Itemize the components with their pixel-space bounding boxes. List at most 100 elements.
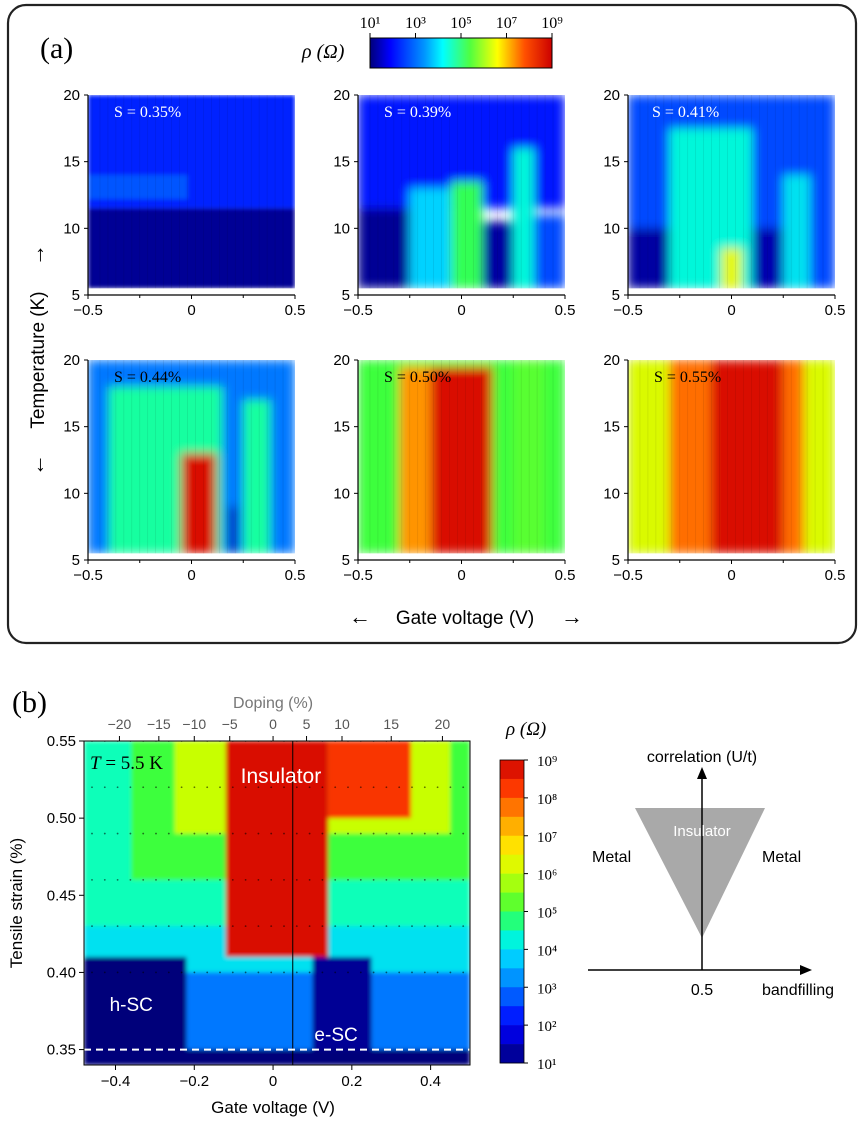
y-tick-label: 0.50 [47, 810, 76, 827]
grid-dot [423, 971, 426, 974]
grid-dot [334, 971, 337, 974]
x-tick-label: −0.4 [101, 1073, 131, 1090]
heatmap-regions [358, 360, 565, 554]
strain-label: S = 0.35% [114, 104, 181, 121]
grid-dot [270, 925, 273, 928]
grid-dot [436, 925, 439, 928]
grid-dot [321, 925, 324, 928]
heatmap-subplot-4: −0.5 0 0.5 5 10 15 20 S = 0.44% [63, 352, 305, 584]
colorbar-segment [500, 911, 524, 931]
heatmap-regions [628, 95, 835, 289]
grid-dot [295, 832, 298, 835]
grid-dot [155, 832, 157, 835]
top-tick-label: 10 [334, 716, 350, 732]
temperature-symbol: T [90, 753, 102, 774]
grid-dot [206, 878, 209, 881]
x-arrow-icon [800, 965, 812, 975]
grid-dot [436, 878, 439, 881]
grid-dot [359, 878, 362, 881]
grid-dot [257, 925, 260, 928]
grid-dot [359, 786, 362, 789]
grid-dot [219, 971, 221, 974]
grid-dot [359, 832, 362, 835]
y-tick-label: 10 [333, 485, 350, 502]
colorbar-segment [500, 1044, 524, 1064]
grid-dot [129, 925, 132, 928]
heatmap-region [628, 228, 670, 289]
heatmap-region [358, 208, 410, 289]
grid-dot [167, 832, 170, 835]
grid-dot [231, 971, 234, 974]
y-tick-label: 0.40 [47, 964, 76, 981]
grid-dot [462, 786, 465, 789]
grid-dot [129, 878, 132, 881]
grid-dot [206, 925, 209, 928]
grid-dot [167, 925, 170, 928]
heatmap-blur [358, 95, 565, 289]
strain-label: S = 0.44% [114, 369, 181, 386]
heatmap-blur [628, 95, 835, 289]
grid-dot [385, 786, 388, 789]
y-tick-label: 15 [63, 154, 80, 171]
temperature-value: = 5.5 K [101, 753, 164, 774]
grid-dot [462, 832, 465, 835]
phase-frame [83, 740, 471, 1066]
heatmap-region [513, 360, 545, 554]
colorbar-segment [500, 930, 524, 950]
grid-dot [359, 925, 362, 928]
grid-dot [91, 786, 93, 789]
phase-region [84, 1049, 470, 1065]
grid-dot [129, 786, 132, 789]
grid-dot [398, 786, 401, 789]
grid-dot [372, 971, 375, 974]
grid-dot [321, 971, 324, 974]
grid-dot [372, 786, 375, 789]
grid-dot [423, 786, 426, 789]
y-tick-label: 15 [333, 154, 350, 171]
grid-dot [206, 832, 209, 835]
grid-dot [193, 971, 196, 974]
colorbar-b-title: ρ (Ω) [505, 719, 546, 740]
heatmap-region [181, 453, 217, 554]
grid-dot [385, 971, 388, 974]
grid-dot [91, 878, 93, 881]
grid-dot [155, 786, 157, 789]
heatmap-region [88, 208, 295, 289]
x-tick-label: −0.5 [613, 302, 643, 319]
grid-dot [180, 971, 183, 974]
grid-dot [270, 878, 273, 881]
y-tick-label: 5 [612, 287, 620, 304]
schematic-y-label: correlation (U/t) [647, 749, 757, 766]
y-tick-label: 5 [342, 287, 350, 304]
grid-dot [103, 925, 106, 928]
grid-dot [398, 832, 401, 835]
grid-dot [129, 832, 132, 835]
grid-dot [283, 878, 285, 881]
x-tick-label: −0.5 [613, 567, 643, 584]
grid-dot [347, 878, 349, 881]
panel-a-ylabel: Temperature (K) [28, 291, 49, 428]
grid-dot [244, 925, 247, 928]
grid-dot [244, 878, 247, 881]
colorbar-tick-label: 10⁹ [541, 15, 563, 32]
colorbar-tick-label: 10³ [405, 15, 426, 32]
phase-top-xlabel: Doping (%) [233, 695, 313, 712]
heatmap-subplot-1: −0.5 0 0.5 5 10 15 20 S = 0.35% [63, 87, 305, 319]
y-tick-label: 15 [603, 419, 620, 436]
top-tick-label: 5 [303, 716, 311, 732]
x-tick-label: 0.5 [825, 302, 846, 319]
heatmap-region [533, 215, 565, 289]
grid-dot [142, 786, 145, 789]
top-tick-label: −15 [147, 716, 171, 732]
grid-dot [359, 971, 362, 974]
panel-a-xlabel: Gate voltage (V) [396, 608, 534, 629]
y-tick-label: 5 [72, 552, 80, 569]
grid-dot [372, 832, 375, 835]
grid-dot [193, 786, 196, 789]
colorbar-segment [500, 778, 524, 799]
grid-dot [219, 786, 221, 789]
arrow-right-icon: → [561, 604, 583, 629]
grid-dot [91, 832, 93, 835]
colorbar-segment [500, 1025, 524, 1045]
y-tick-label: 20 [63, 352, 80, 369]
